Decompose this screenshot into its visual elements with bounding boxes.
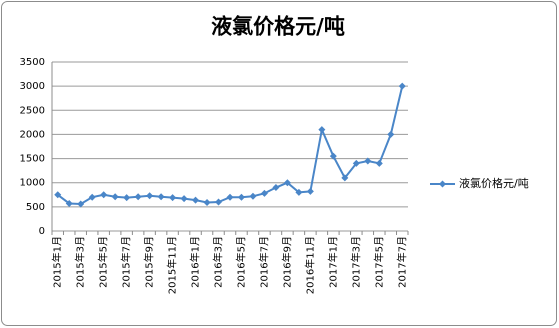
- y-tick-label: 0: [39, 226, 45, 237]
- point-marker: [146, 192, 154, 200]
- x-tick-label: 2017年1月: [326, 236, 339, 288]
- x-tick-label: 2017年7月: [395, 236, 408, 288]
- x-tick-label: 2017年5月: [372, 236, 385, 288]
- x-tick-label: 2015年5月: [97, 236, 110, 288]
- y-tick-label: 3000: [20, 81, 45, 92]
- y-tick-label: 3500: [20, 57, 45, 68]
- point-marker: [203, 199, 211, 207]
- x-tick-label: 2015年1月: [51, 236, 64, 288]
- x-tick-label: 2015年11月: [166, 236, 179, 294]
- point-marker: [375, 159, 383, 167]
- x-tick-label: 2016年7月: [257, 236, 270, 288]
- x-tick-label: 2015年3月: [74, 236, 87, 288]
- point-marker: [54, 191, 62, 199]
- point-marker: [169, 194, 177, 202]
- legend-label: 液氯价格元/吨: [459, 176, 529, 190]
- point-marker: [226, 193, 234, 201]
- point-marker: [283, 179, 291, 187]
- point-marker: [237, 193, 245, 201]
- point-marker: [111, 193, 119, 201]
- x-tick-label: 2016年9月: [280, 236, 293, 288]
- point-marker: [249, 192, 257, 200]
- point-marker: [398, 82, 406, 90]
- point-marker: [352, 159, 360, 167]
- point-marker: [88, 193, 96, 201]
- point-marker: [260, 189, 268, 197]
- point-marker: [77, 200, 85, 208]
- point-marker: [341, 174, 349, 182]
- point-marker: [157, 193, 165, 201]
- x-tick-label: 2016年1月: [189, 236, 202, 288]
- point-marker: [272, 184, 280, 192]
- legend-marker: [439, 180, 446, 188]
- x-tick-label: 2016年11月: [303, 236, 316, 294]
- point-marker: [318, 126, 326, 134]
- point-marker: [134, 193, 142, 201]
- x-tick-label: 2015年7月: [120, 236, 133, 288]
- x-tick-label: 2015年9月: [143, 236, 156, 288]
- y-tick-label: 1500: [20, 154, 45, 165]
- point-marker: [387, 130, 395, 138]
- x-tick-label: 2017年3月: [349, 236, 362, 288]
- x-tick-label: 2016年3月: [212, 236, 225, 288]
- y-tick-label: 2000: [20, 129, 45, 140]
- point-marker: [123, 194, 131, 202]
- y-tick-label: 1000: [20, 178, 45, 189]
- point-marker: [100, 191, 108, 199]
- y-tick-label: 2500: [20, 105, 45, 116]
- x-tick-label: 2016年5月: [234, 236, 247, 288]
- point-marker: [192, 196, 200, 204]
- point-marker: [215, 198, 223, 206]
- point-marker: [364, 157, 372, 165]
- point-marker: [180, 195, 188, 203]
- y-tick-label: 500: [26, 202, 45, 213]
- point-marker: [329, 152, 337, 160]
- chart-title: 液氯价格元/吨: [211, 14, 345, 39]
- point-marker: [295, 188, 303, 196]
- point-marker: [65, 199, 73, 207]
- point-marker: [306, 187, 314, 195]
